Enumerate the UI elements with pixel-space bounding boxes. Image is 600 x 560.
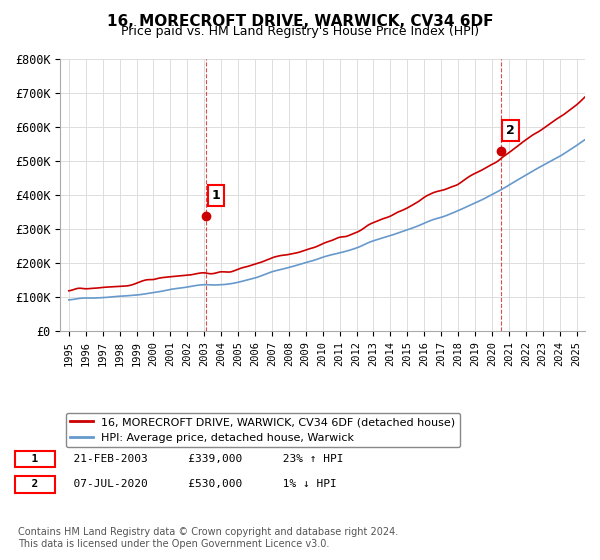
Text: 1: 1 <box>211 189 220 202</box>
Text: 07-JUL-2020      £530,000      1% ↓ HPI: 07-JUL-2020 £530,000 1% ↓ HPI <box>60 479 337 489</box>
Text: Contains HM Land Registry data © Crown copyright and database right 2024.
This d: Contains HM Land Registry data © Crown c… <box>18 527 398 549</box>
Text: 21-FEB-2003      £339,000      23% ↑ HPI: 21-FEB-2003 £339,000 23% ↑ HPI <box>60 454 343 464</box>
Text: Price paid vs. HM Land Registry's House Price Index (HPI): Price paid vs. HM Land Registry's House … <box>121 25 479 38</box>
Text: 16, MORECROFT DRIVE, WARWICK, CV34 6DF: 16, MORECROFT DRIVE, WARWICK, CV34 6DF <box>107 14 493 29</box>
Text: 2: 2 <box>18 479 52 489</box>
Legend: 16, MORECROFT DRIVE, WARWICK, CV34 6DF (detached house), HPI: Average price, det: 16, MORECROFT DRIVE, WARWICK, CV34 6DF (… <box>66 413 460 447</box>
Text: 2: 2 <box>506 124 515 137</box>
Text: 1: 1 <box>18 454 52 464</box>
